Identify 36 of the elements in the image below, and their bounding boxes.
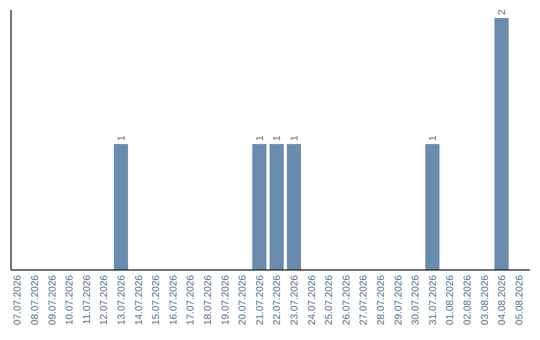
x-tick-label: 25.07.2026	[324, 274, 336, 326]
x-tick-label: 24.07.2026	[306, 274, 318, 326]
data-label: 2	[497, 9, 508, 15]
data-label: 1	[116, 135, 128, 141]
x-tick-label: 23.07.2026	[289, 274, 300, 326]
x-tick-label: 09.07.2026	[47, 274, 58, 326]
data-label: 1	[289, 135, 300, 141]
x-tick-label: 04.08.2026	[497, 274, 508, 326]
x-tick-label: 12.07.2026	[99, 274, 110, 326]
data-label: 1	[254, 135, 266, 141]
x-tick-label: 18.07.2026	[202, 274, 214, 326]
x-tick-label: 02.08.2026	[462, 274, 474, 326]
x-tick-label: 28.07.2026	[376, 274, 387, 326]
data-label: 1	[428, 135, 439, 141]
x-tick-label: 20.07.2026	[238, 274, 249, 326]
x-tick-label: 19.07.2026	[220, 274, 232, 326]
x-tick-label: 14.07.2026	[134, 274, 145, 326]
x-tick-label: 11.07.2026	[82, 274, 93, 324]
x-tick-label: 22.07.2026	[272, 274, 284, 326]
x-tick-label: 08.07.2026	[30, 274, 41, 326]
x-tick-label: 31.07.2026	[428, 274, 439, 326]
x-tick-label: 03.08.2026	[480, 274, 491, 326]
x-tick-label: 10.07.2026	[64, 274, 76, 326]
x-tick-label: 30.07.2026	[410, 274, 422, 326]
x-tick-label: 21.07.2026	[254, 274, 266, 326]
x-tick-label: 15.07.2026	[151, 274, 162, 326]
data-label: 1	[272, 135, 284, 141]
x-tick-label: 05.08.2026	[514, 274, 526, 326]
x-tick-label: 17.07.2026	[186, 274, 197, 326]
x-tick-label: 27.07.2026	[358, 274, 370, 326]
x-tick-label: 01.08.2026	[445, 274, 456, 326]
x-tick-label: 16.07.2026	[168, 274, 180, 326]
x-tick-label: 29.07.2026	[393, 274, 404, 326]
x-tick-label: 13.07.2026	[116, 274, 128, 326]
x-tick-label: 07.07.2026	[12, 274, 24, 326]
x-tick-label: 26.07.2026	[341, 274, 352, 326]
